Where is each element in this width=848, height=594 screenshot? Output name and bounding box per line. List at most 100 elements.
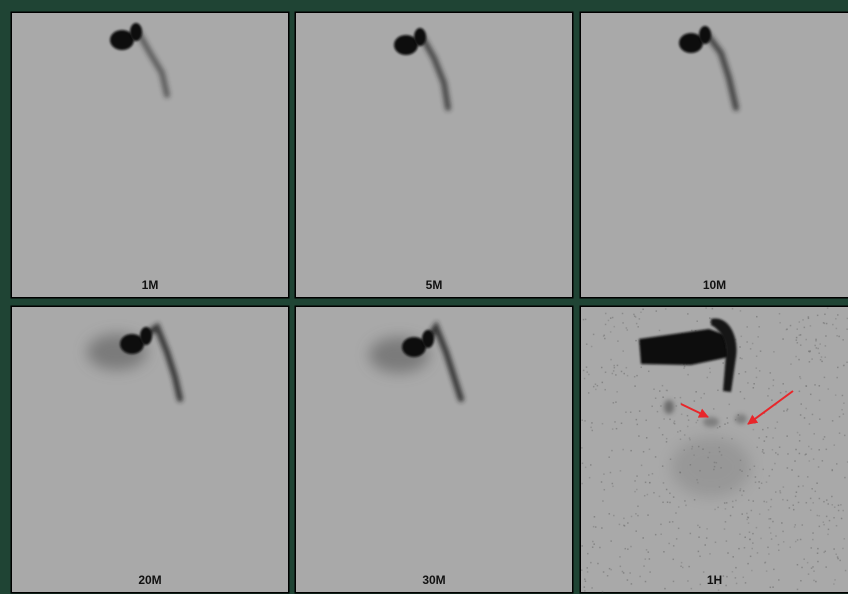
- noise: [837, 366, 839, 369]
- noise: [792, 504, 794, 506]
- noise: [799, 538, 802, 541]
- noise: [814, 344, 816, 347]
- uptake: [703, 417, 719, 427]
- noise: [782, 541, 785, 543]
- noise: [816, 482, 818, 484]
- noise: [792, 508, 795, 511]
- noise: [831, 468, 834, 471]
- uptake-tail: [703, 30, 739, 111]
- noise: [753, 383, 755, 385]
- noise: [748, 531, 751, 533]
- noise: [735, 499, 737, 502]
- noise: [771, 468, 773, 471]
- image-panel: 5M: [294, 11, 574, 299]
- noise: [813, 579, 815, 582]
- noise: [613, 364, 615, 367]
- noise: [594, 383, 597, 385]
- noise: [739, 357, 742, 359]
- noise: [637, 514, 639, 517]
- noise: [588, 373, 590, 376]
- noise: [620, 422, 623, 425]
- noise: [630, 515, 633, 518]
- noise: [644, 558, 647, 560]
- noise: [747, 382, 749, 384]
- noise: [622, 322, 624, 324]
- noise: [795, 491, 798, 493]
- noise: [620, 370, 623, 373]
- panel-image: [296, 307, 572, 592]
- noise: [680, 402, 682, 405]
- noise: [738, 547, 740, 550]
- noise: [656, 410, 659, 413]
- noise: [709, 321, 712, 323]
- noise: [740, 335, 743, 338]
- noise: [677, 506, 680, 508]
- noise: [634, 490, 636, 493]
- noise: [814, 384, 816, 386]
- noise: [686, 414, 689, 417]
- noise: [649, 571, 651, 573]
- noise: [702, 571, 705, 573]
- noise: [809, 350, 811, 352]
- noise: [796, 328, 798, 330]
- noise: [795, 339, 798, 341]
- noise: [801, 524, 804, 526]
- noise: [687, 580, 689, 582]
- noise: [843, 434, 846, 437]
- noise: [584, 420, 586, 422]
- noise: [640, 311, 642, 313]
- noise: [802, 319, 804, 321]
- noise: [584, 590, 586, 592]
- noise: [746, 326, 748, 328]
- noise: [581, 447, 583, 449]
- noise: [699, 583, 702, 586]
- noise: [661, 433, 664, 436]
- noise: [665, 441, 668, 443]
- noise: [597, 562, 599, 565]
- noise: [824, 345, 827, 347]
- noise: [779, 491, 782, 494]
- noise: [739, 310, 742, 312]
- noise: [809, 325, 812, 327]
- noise: [758, 513, 761, 515]
- noise: [735, 566, 737, 569]
- noise: [836, 376, 838, 379]
- noise: [833, 516, 835, 519]
- noise: [633, 313, 635, 316]
- noise: [834, 394, 837, 396]
- noise: [644, 580, 647, 583]
- noise: [835, 463, 838, 465]
- noise: [817, 547, 819, 550]
- noise: [816, 514, 819, 517]
- noise: [764, 561, 767, 564]
- noise: [840, 504, 842, 506]
- noise: [646, 493, 649, 496]
- noise: [664, 308, 667, 310]
- noise: [626, 579, 629, 581]
- noise: [726, 422, 729, 424]
- noise: [636, 374, 638, 377]
- noise: [800, 403, 802, 405]
- noise: [749, 555, 752, 558]
- noise: [626, 329, 629, 331]
- noise: [739, 489, 741, 492]
- noise: [760, 537, 762, 540]
- noise: [746, 518, 748, 521]
- noise: [786, 435, 788, 437]
- panel-label: 1H: [707, 573, 722, 587]
- noise: [615, 427, 618, 430]
- noise: [673, 420, 676, 422]
- noise: [786, 467, 789, 469]
- noise: [753, 465, 756, 467]
- noise: [635, 339, 637, 342]
- noise: [613, 366, 616, 369]
- noise: [644, 481, 647, 484]
- noise: [719, 425, 721, 428]
- noise: [668, 521, 671, 523]
- noise: [846, 328, 848, 330]
- noise: [581, 482, 583, 485]
- noise: [803, 417, 806, 419]
- noise: [838, 432, 841, 434]
- noise: [648, 448, 651, 451]
- noise: [769, 532, 772, 534]
